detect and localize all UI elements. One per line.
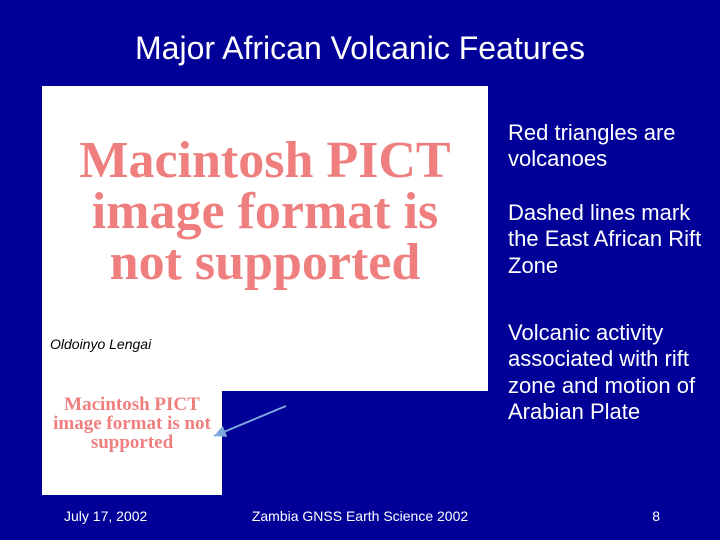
image-caption: Oldoinyo Lengai bbox=[50, 336, 151, 352]
bullet-3: Volcanic activity associated with rift z… bbox=[508, 320, 708, 426]
footer-title: Zambia GNSS Earth Science 2002 bbox=[0, 508, 720, 524]
sub-image-placeholder-text: Macintosh PICT image format is not suppo… bbox=[48, 395, 216, 452]
bullet-1: Red triangles are volcanoes bbox=[508, 120, 708, 173]
slide-number: 8 bbox=[652, 508, 660, 524]
main-image-placeholder-text: Macintosh PICT image format is not suppo… bbox=[56, 136, 474, 289]
bullet-2: Dashed lines mark the East African Rift … bbox=[508, 200, 708, 279]
slide-title: Major African Volcanic Features bbox=[0, 30, 720, 67]
